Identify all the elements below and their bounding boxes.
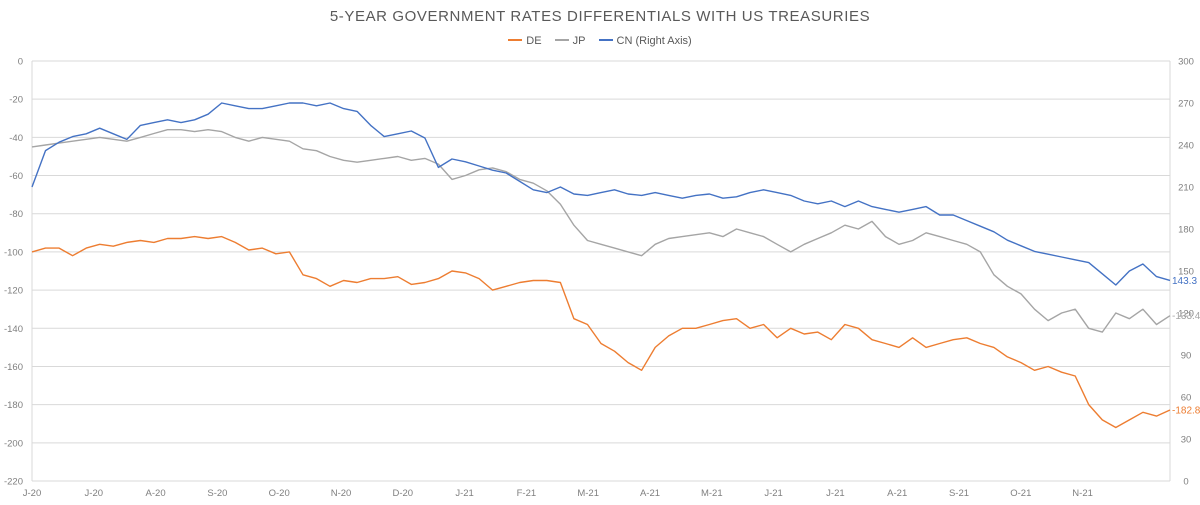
x-tick-label: M-21	[701, 488, 723, 499]
x-tick-label: N-21	[1072, 488, 1093, 499]
y-left-tick-label: -220	[4, 477, 23, 488]
y-left-tick-label: -140	[4, 324, 23, 335]
legend-label-cn: CN (Right Axis)	[616, 35, 692, 47]
y-right-tick-label: 210	[1178, 183, 1194, 194]
y-right-tick-label: 120	[1178, 309, 1194, 320]
y-left-tick-label: -100	[4, 247, 23, 258]
x-tick-label: N-20	[331, 488, 352, 499]
chart-legend: DE JP CN (Right Axis)	[0, 35, 1200, 47]
x-tick-label: J-21	[826, 488, 844, 499]
x-tick-label: J-21	[764, 488, 782, 499]
y-right-tick-label: 300	[1178, 57, 1194, 68]
x-tick-label: M-21	[577, 488, 599, 499]
x-tick-label: A-20	[146, 488, 166, 499]
legend-swatch-de	[508, 39, 523, 42]
y-right-tick-label: 150	[1178, 267, 1194, 278]
y-right-tick-label: 270	[1178, 99, 1194, 110]
y-left-tick-label: -180	[4, 400, 23, 411]
x-tick-label: F-21	[517, 488, 537, 499]
x-tick-label: A-21	[640, 488, 660, 499]
y-right-tick-label: 240	[1178, 141, 1194, 152]
y-right-tick-label: 30	[1181, 435, 1192, 446]
legend-item-cn[interactable]: CN (Right Axis)	[598, 35, 692, 47]
series-line-de	[31, 235, 1171, 429]
series-line-jp	[31, 128, 1171, 333]
x-tick-label: D-20	[393, 488, 414, 499]
y-left-tick-label: -80	[9, 209, 23, 220]
y-left-tick-label: -20	[9, 95, 23, 106]
y-right-tick-label: 60	[1181, 393, 1192, 404]
y-left-tick-label: -160	[4, 362, 23, 373]
x-tick-label: O-20	[269, 488, 290, 499]
y-left-tick-label: -60	[9, 171, 23, 182]
x-tick-label: O-21	[1010, 488, 1031, 499]
legend-swatch-cn	[598, 39, 613, 42]
x-tick-label: J-20	[85, 488, 103, 499]
end-value-label-cn: 143.3	[1172, 276, 1197, 287]
y-left-tick-label: 0	[18, 57, 23, 68]
legend-item-jp[interactable]: JP	[554, 35, 586, 47]
legend-item-de[interactable]: DE	[508, 35, 542, 47]
y-left-tick-label: -40	[9, 133, 23, 144]
legend-label-de: DE	[526, 35, 542, 47]
y-left-tick-label: -120	[4, 286, 23, 297]
y-left-tick-label: -200	[4, 438, 23, 449]
y-right-tick-label: 90	[1181, 351, 1192, 362]
end-value-label-de: -182.8	[1172, 405, 1200, 416]
x-tick-label: A-21	[887, 488, 907, 499]
x-tick-label: S-21	[949, 488, 969, 499]
y-right-tick-label: 0	[1183, 477, 1188, 488]
x-tick-label: J-21	[455, 488, 473, 499]
series-line-cn	[31, 102, 1171, 286]
legend-label-jp: JP	[572, 35, 586, 47]
chart-title: 5-YEAR GOVERNMENT RATES DIFFERENTIALS WI…	[329, 8, 871, 25]
x-tick-label: S-20	[207, 488, 227, 499]
legend-swatch-jp	[554, 39, 569, 42]
end-value-label-jp: -133.4	[1172, 311, 1200, 322]
y-right-tick-label: 180	[1178, 225, 1194, 236]
x-tick-label: J-20	[23, 488, 41, 499]
